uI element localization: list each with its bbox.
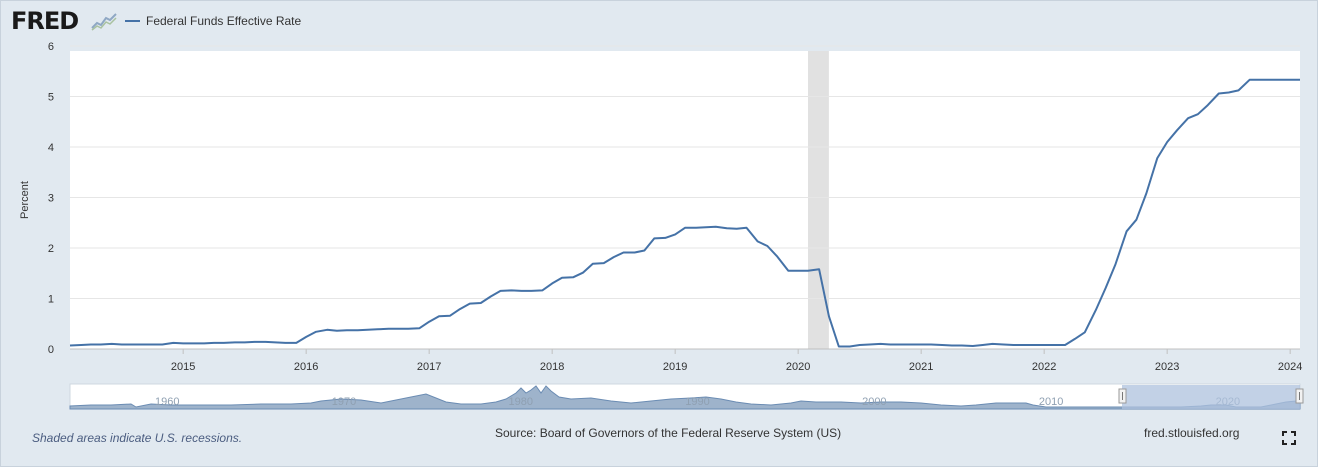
y-tick-label: 6 <box>48 41 54 53</box>
legend-label: Federal Funds Effective Rate <box>146 14 302 28</box>
x-tick-label: 2016 <box>294 361 318 373</box>
x-tick-label: 2018 <box>540 361 564 373</box>
chart-area[interactable]: 0 1 2 3 4 5 6 Percent 2015 2016 2017 2018 2019 2020… <box>1 1 1317 421</box>
navigator-tick-label: 1980 <box>509 396 533 408</box>
x-tick-label: 2024 <box>1278 361 1302 373</box>
y-tick-label: 2 <box>48 243 54 255</box>
source-text: Source: Board of Governors of the Federa… <box>495 426 842 440</box>
x-tick-label: 2021 <box>909 361 933 373</box>
fred-logo[interactable]: FRED <box>11 7 79 35</box>
x-tick-label: 2019 <box>663 361 687 373</box>
y-tick-label: 1 <box>48 294 54 306</box>
fred-logo-chart-icon <box>91 11 117 31</box>
chart-legend[interactable]: Federal Funds Effective Rate <box>125 14 301 28</box>
recession-band <box>808 51 829 349</box>
range-navigator[interactable]: 1960197019801990200020102020 <box>69 383 1304 410</box>
y-tick-label: 3 <box>48 193 54 205</box>
y-tick-label: 5 <box>48 92 54 104</box>
y-tick-label: 0 <box>48 344 54 356</box>
navigator-series-area <box>69 385 1301 410</box>
x-tick-label: 2022 <box>1032 361 1056 373</box>
site-link[interactable]: fred.stlouisfed.org <box>1144 426 1240 440</box>
x-tick-label: 2017 <box>417 361 441 373</box>
y-tick-label: 4 <box>48 142 54 154</box>
navigator-tick-label: 1960 <box>155 396 179 408</box>
navigator-tick-label: 2010 <box>1039 396 1063 408</box>
navigator-tick-label: 1990 <box>685 396 709 408</box>
navigator-tick-label: 1970 <box>332 396 356 408</box>
x-tick-label: 2023 <box>1155 361 1179 373</box>
legend-line-swatch <box>125 20 140 22</box>
plot-background <box>70 51 1300 349</box>
x-tick-label: 2020 <box>786 361 810 373</box>
series-line[interactable] <box>69 78 1300 348</box>
recession-note: Shaded areas indicate U.S. recessions. <box>32 431 243 445</box>
fullscreen-icon[interactable] <box>1282 431 1296 445</box>
navigator-selected-range[interactable] <box>1122 385 1300 409</box>
y-axis-label: Percent <box>19 181 31 219</box>
x-tick-label: 2015 <box>171 361 195 373</box>
navigator-tick-label: 2000 <box>862 396 886 408</box>
